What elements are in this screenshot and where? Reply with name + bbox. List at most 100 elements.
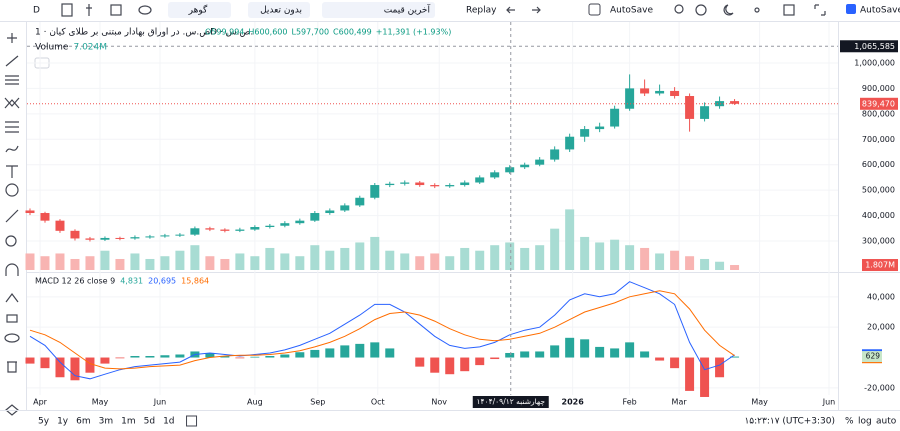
autosave-label: AutoSave [860,6,900,16]
candle-body [655,90,665,94]
percent-toggle[interactable]: % [845,417,854,427]
candle-body [565,136,575,150]
volume-bar [475,250,485,270]
macd-histogram-bar [145,356,155,358]
interval-button[interactable]: D [33,6,40,16]
candle-body [265,225,275,228]
volume-bar [295,256,305,270]
candle-body [130,237,140,239]
macd-histogram-bar [70,357,80,381]
volume-bar [220,258,230,270]
x-tick-label: May [751,398,768,407]
candle-body [85,238,95,240]
macd-histogram-bar [595,346,605,358]
range-button[interactable]: 1y [57,417,69,427]
range-button[interactable]: 5y [38,417,50,427]
x-tick-label: May [92,398,109,407]
x-tick-label: Nov [431,398,447,407]
range-button[interactable]: 1d [163,417,174,427]
macd-histogram-bar [685,357,695,391]
macd-histogram-bar [700,357,710,397]
macd-histogram-bar [85,357,95,373]
macd-histogram-bar [490,357,500,360]
log-toggle[interactable]: log [858,417,872,427]
volume-bar [640,247,650,270]
macd-histogram-bar [40,357,50,369]
volume-bar [385,250,395,270]
macd-line [29,281,735,380]
candle-body [700,106,710,119]
candle-body [490,172,500,178]
volume-bar [235,253,245,270]
price-type-dropdown[interactable] [322,2,435,18]
y-tick-label: 800,000 [862,109,895,118]
candle-body [295,220,305,224]
crosshair-price-box [840,40,898,53]
range-button[interactable]: 3m [99,417,114,427]
range-button[interactable]: 1m [121,417,136,427]
x-tick-label: Aug [247,398,263,407]
volume-bar [520,247,530,270]
replay-button[interactable]: Replay [466,6,497,16]
auto-toggle[interactable]: auto [876,417,897,427]
autosave-menu[interactable]: AutoSave [610,6,653,16]
x-tick-label: Mar [672,398,688,407]
candle-body [235,229,245,231]
volume-bar [85,256,95,270]
macd-histogram-bar [730,356,740,358]
volume-bar [175,250,185,270]
macd-histogram-bar [655,357,665,361]
macd-histogram-bar [670,357,680,369]
candle-body [55,220,65,231]
crosshair-time-box [472,396,549,408]
macd-histogram-bar [385,348,395,358]
candle-body [685,96,695,119]
candle-body [415,182,425,186]
candle-body [355,197,365,206]
volume-bar [265,247,275,270]
candle-body [460,182,470,186]
volume-bar [550,228,560,270]
volume-bar [280,253,290,270]
macd-histogram-bar [160,355,170,358]
range-button[interactable]: 6m [76,417,91,427]
volume-bar [610,239,620,270]
candle-body [175,234,185,236]
y-tick-label: -20,000 [864,383,895,392]
macd-histogram-bar [100,357,110,364]
volume-bar [70,258,80,270]
drawing-tools [4,33,20,416]
macd-histogram-bar [565,337,575,358]
autosave-checkbox[interactable] [846,4,856,14]
toolbar-icons [61,3,826,17]
volume-bar [370,236,380,270]
macd-legend-value: 20,695 [148,277,176,286]
macd-histogram-bar [355,343,365,358]
volume-bar [400,253,410,270]
volume-bar [145,258,155,270]
volume-bar [730,265,740,270]
search-box[interactable] [168,2,231,18]
macd-last-label: 629 [866,352,881,361]
macd-histogram-bar [625,342,635,358]
volume-bar [340,247,350,270]
y-tick-label: 900,000 [862,84,895,93]
volume-bar [595,242,605,270]
range-button[interactable]: 5d [144,417,155,427]
volume-bar [505,242,515,270]
macd-histogram-bar [325,348,335,358]
macd-histogram-bar [235,357,245,359]
candle-body [520,164,530,168]
adjust-dropdown[interactable] [248,2,310,18]
volume-bar [205,256,215,270]
macd-histogram-bar [295,352,305,358]
candle-body [595,126,605,130]
y-tick-label: 400,000 [862,211,895,220]
candle-body [625,88,635,109]
y-tick-label: 40,000 [867,292,895,301]
adjust-text: بدون تعدیل [260,6,302,16]
candle-body [370,185,380,198]
y-tick-label: 500,000 [862,186,895,195]
macd-histogram-bar [610,348,620,358]
volume-bar [535,245,545,270]
